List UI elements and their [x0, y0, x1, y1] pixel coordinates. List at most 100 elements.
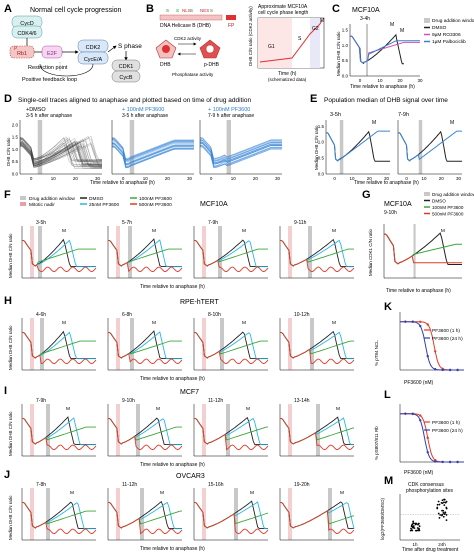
b-xlabel: Time (h) [278, 71, 297, 77]
panel-d-title: Single-cell traces aligned to anaphase a… [18, 97, 251, 104]
f-panel-label: 5-7h [122, 220, 132, 226]
m-point-24h [438, 517, 441, 519]
d-panel1-label: +DMSO [26, 107, 46, 113]
s-site-1: S [166, 8, 169, 13]
e2f-label: E2F [47, 51, 58, 57]
cycb-label: CycB [119, 75, 132, 81]
m-xlabel: Time after drug treatment [402, 547, 459, 553]
d-trace [19, 142, 102, 166]
l-ylabel: % pS807/811 Rb [374, 426, 379, 460]
c-ytick: 1.0 [342, 43, 349, 48]
e-pf-line [398, 130, 462, 162]
d-trace [111, 140, 194, 163]
k-point-24h [411, 320, 414, 324]
h-pf500 [194, 331, 269, 365]
panel-a-letter: A [4, 3, 12, 15]
plot-f: 3-5h M 5-7h M 7-9h M 9-11h M Median DHB C/N rati… [8, 220, 355, 290]
m-point-24h [445, 500, 448, 503]
h-panel-label: 6-8h [122, 312, 132, 318]
g-m-marker: M [441, 228, 445, 234]
l-curve-24h [400, 413, 464, 463]
m-point-24h [436, 503, 439, 506]
e-panel1-label: 3-5h [330, 112, 341, 118]
j-pf500 [280, 501, 355, 535]
i-mitotic-nadir [116, 404, 120, 456]
e-xtick: 20 [439, 176, 445, 181]
i-mitotic-nadir [202, 404, 206, 456]
h-mitotic-nadir [202, 318, 206, 370]
c-xtick: 0 [359, 78, 362, 83]
panel-j-title: OVCAR3 [176, 473, 205, 480]
d-xtick: 10 [51, 176, 57, 181]
g-pf100 [384, 233, 462, 265]
h-mitotic-nadir [288, 318, 292, 370]
m-point-24h [443, 498, 446, 501]
b-m-label: M [320, 18, 324, 24]
l-point-1h [426, 436, 429, 440]
panel-f-letter: F [4, 189, 11, 201]
panel-l-letter: L [384, 389, 391, 401]
d-trace [199, 142, 282, 165]
m-point-1h [410, 524, 413, 527]
d-trace [199, 145, 282, 168]
f-pf500 [22, 239, 97, 273]
j-m-marker: M [160, 490, 164, 496]
panel-c: C MCF10A 3-4h Drug addition windowDMSO9µ… [332, 3, 474, 90]
plot-e: 0 10 20 30 0.0 0.5 1.0 1.5 0 10 20 30 [318, 120, 462, 181]
c-m1: M [390, 22, 394, 28]
panel-h-letter: H [4, 295, 12, 307]
j-m-marker: M [70, 490, 74, 496]
c-legend-label: DMSO [432, 25, 447, 31]
j-panel-label: 11-12h [122, 482, 137, 488]
i-pf500 [22, 417, 97, 451]
i-panel-label: 7-9h [36, 398, 46, 404]
d-xtick: 30 [187, 176, 193, 181]
h-drug-window [130, 318, 134, 370]
j-drug-window [46, 488, 50, 540]
fp-label: FP [228, 23, 235, 29]
m-point-1h [416, 529, 419, 532]
d-trace [199, 137, 282, 159]
f-legend-label: 100nM PF3600 [139, 196, 172, 202]
f-pf500 [194, 239, 269, 273]
f-xlabel: Time relative to anaphase (h) [140, 284, 205, 290]
f-m-marker: M [62, 228, 66, 234]
e-m1: M [372, 120, 376, 126]
cdk2-label: CDK2 [86, 45, 101, 51]
j-panel-label: 19-20h [294, 482, 310, 488]
panel-i: I MCF7 7-9h M 9-10h M 11-12h M 13-14h M Median D… [4, 385, 355, 468]
g-window-label: 9-10h [384, 210, 397, 216]
panel-b: B S S S S NLS NES DNA Helicase B (DHB) F… [146, 3, 325, 82]
nls-label: NLS [182, 8, 191, 13]
nes-label: NES [200, 8, 209, 13]
m-point-1h [417, 522, 420, 525]
c-xtick: 20 [397, 78, 403, 83]
k-point-24h [419, 324, 422, 328]
f-legend-swatch [20, 202, 26, 206]
d-trace [111, 137, 194, 160]
panel-k: K PF3600 (1 h) PF3600 (24 h) % pT84 NCL P… [374, 301, 464, 386]
d-xtick: 0 [122, 176, 125, 181]
g-legend-label: DMSO [432, 199, 446, 204]
m-point-1h [416, 527, 419, 529]
e-drug-window [339, 120, 344, 174]
m-point-24h [444, 511, 447, 514]
c-dmso-line [350, 33, 404, 65]
j-mitotic-nadir [116, 488, 120, 540]
s-site-3: S [190, 8, 193, 13]
nucleus-pdhb [205, 44, 215, 54]
c-legend-label: Drug addition window [432, 18, 474, 24]
panel-j-letter: J [4, 469, 10, 481]
g-legend-label: 100nM PF3600 [432, 205, 464, 210]
m-point-24h [437, 500, 440, 503]
k-point-24h [441, 368, 444, 372]
panel-i-letter: I [4, 385, 7, 397]
dhb-label: DHB [160, 62, 171, 68]
g-legend-label: Drug addition window [432, 192, 474, 197]
plot-m: 1h 24h [399, 494, 460, 547]
d-trace [19, 136, 102, 160]
d-trace [111, 138, 194, 160]
l-point-24h [419, 419, 422, 422]
i-pf500 [108, 417, 183, 451]
d-trace [199, 140, 282, 162]
